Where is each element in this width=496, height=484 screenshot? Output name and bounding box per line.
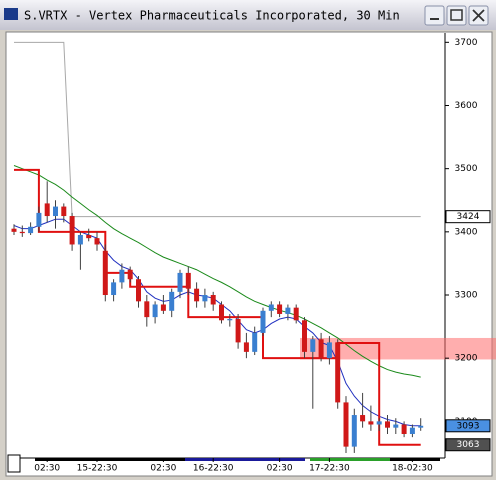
candle-body [119, 270, 124, 283]
window-title: S.VRTX - Vertex Pharmaceuticals Incorpor… [24, 9, 400, 23]
y-tick-label: 3300 [455, 291, 478, 301]
window-buttons[interactable] [425, 6, 488, 25]
maximize-button[interactable] [447, 6, 466, 25]
candle-body [45, 203, 50, 216]
candle-body [169, 292, 174, 311]
candle-body [285, 308, 290, 314]
candle-body [368, 421, 373, 424]
candle-body [36, 213, 41, 227]
candle-body [12, 229, 17, 232]
candle-body [202, 295, 207, 301]
candle-body [95, 238, 100, 244]
candle-body [335, 342, 340, 402]
candle-body [277, 304, 282, 313]
candle-body [227, 319, 232, 320]
candle-body [53, 207, 58, 216]
candle-body [269, 304, 274, 310]
candle-body [128, 270, 133, 279]
candle-body [136, 279, 141, 301]
candle-body [377, 421, 382, 424]
candle-body [20, 232, 25, 233]
app-icon [4, 8, 18, 20]
candle-body [418, 426, 423, 428]
candle-body [236, 319, 241, 342]
candle-body [352, 415, 357, 447]
candle-body [211, 295, 216, 304]
candle-body [111, 282, 116, 295]
session-strip [185, 458, 305, 461]
candle-body [402, 425, 407, 434]
candle-body [252, 333, 257, 352]
x-tick-label: 18-02:30 [392, 464, 433, 474]
y-tick-label: 3400 [455, 227, 478, 237]
y-tick-label: 3500 [455, 164, 478, 174]
candle-body [153, 304, 158, 317]
candle-body [161, 304, 166, 310]
candle-body [178, 273, 183, 292]
x-tick-label: 02:30 [150, 464, 176, 474]
candle-body [86, 235, 91, 238]
price-marker-label: 3093 [457, 421, 480, 431]
candle-body [393, 425, 398, 428]
session-strip [390, 458, 440, 461]
candle-body [244, 342, 249, 351]
x-tick-label: 02:30 [267, 464, 293, 474]
candle-body [61, 207, 66, 216]
chart-area [6, 32, 492, 476]
y-tick-label: 3200 [455, 354, 478, 364]
candle-body [294, 308, 299, 321]
session-strip [35, 458, 185, 461]
price-marker-label: 3424 [457, 212, 480, 222]
candle-body [410, 428, 415, 434]
candle-body [360, 415, 365, 421]
candle-body [385, 421, 390, 427]
candle-body [28, 227, 33, 233]
candle-body [261, 311, 266, 333]
y-tick-label: 3700 [455, 38, 478, 48]
minimize-button[interactable] [425, 6, 444, 25]
x-tick-label: 17-22:30 [309, 464, 350, 474]
candle-body [319, 339, 324, 358]
candle-body [144, 301, 149, 317]
x-tick-label: 02:30 [34, 464, 60, 474]
candle-body [194, 289, 199, 302]
x-tick-label: 16-22:30 [193, 464, 234, 474]
candle-body [344, 402, 349, 446]
price-marker-label: 3063 [457, 440, 480, 450]
candle-body [70, 216, 75, 244]
y-tick-label: 3600 [455, 101, 478, 111]
candle-body [103, 251, 108, 295]
candle-body [327, 342, 332, 358]
x-tick-label: 15-22:30 [77, 464, 118, 474]
session-strip [310, 458, 390, 461]
corner-box [8, 455, 20, 472]
candle-body [302, 320, 307, 352]
candle-body [310, 339, 315, 352]
candle-body [219, 304, 224, 320]
candle-body [186, 273, 191, 289]
candle-body [78, 235, 83, 244]
